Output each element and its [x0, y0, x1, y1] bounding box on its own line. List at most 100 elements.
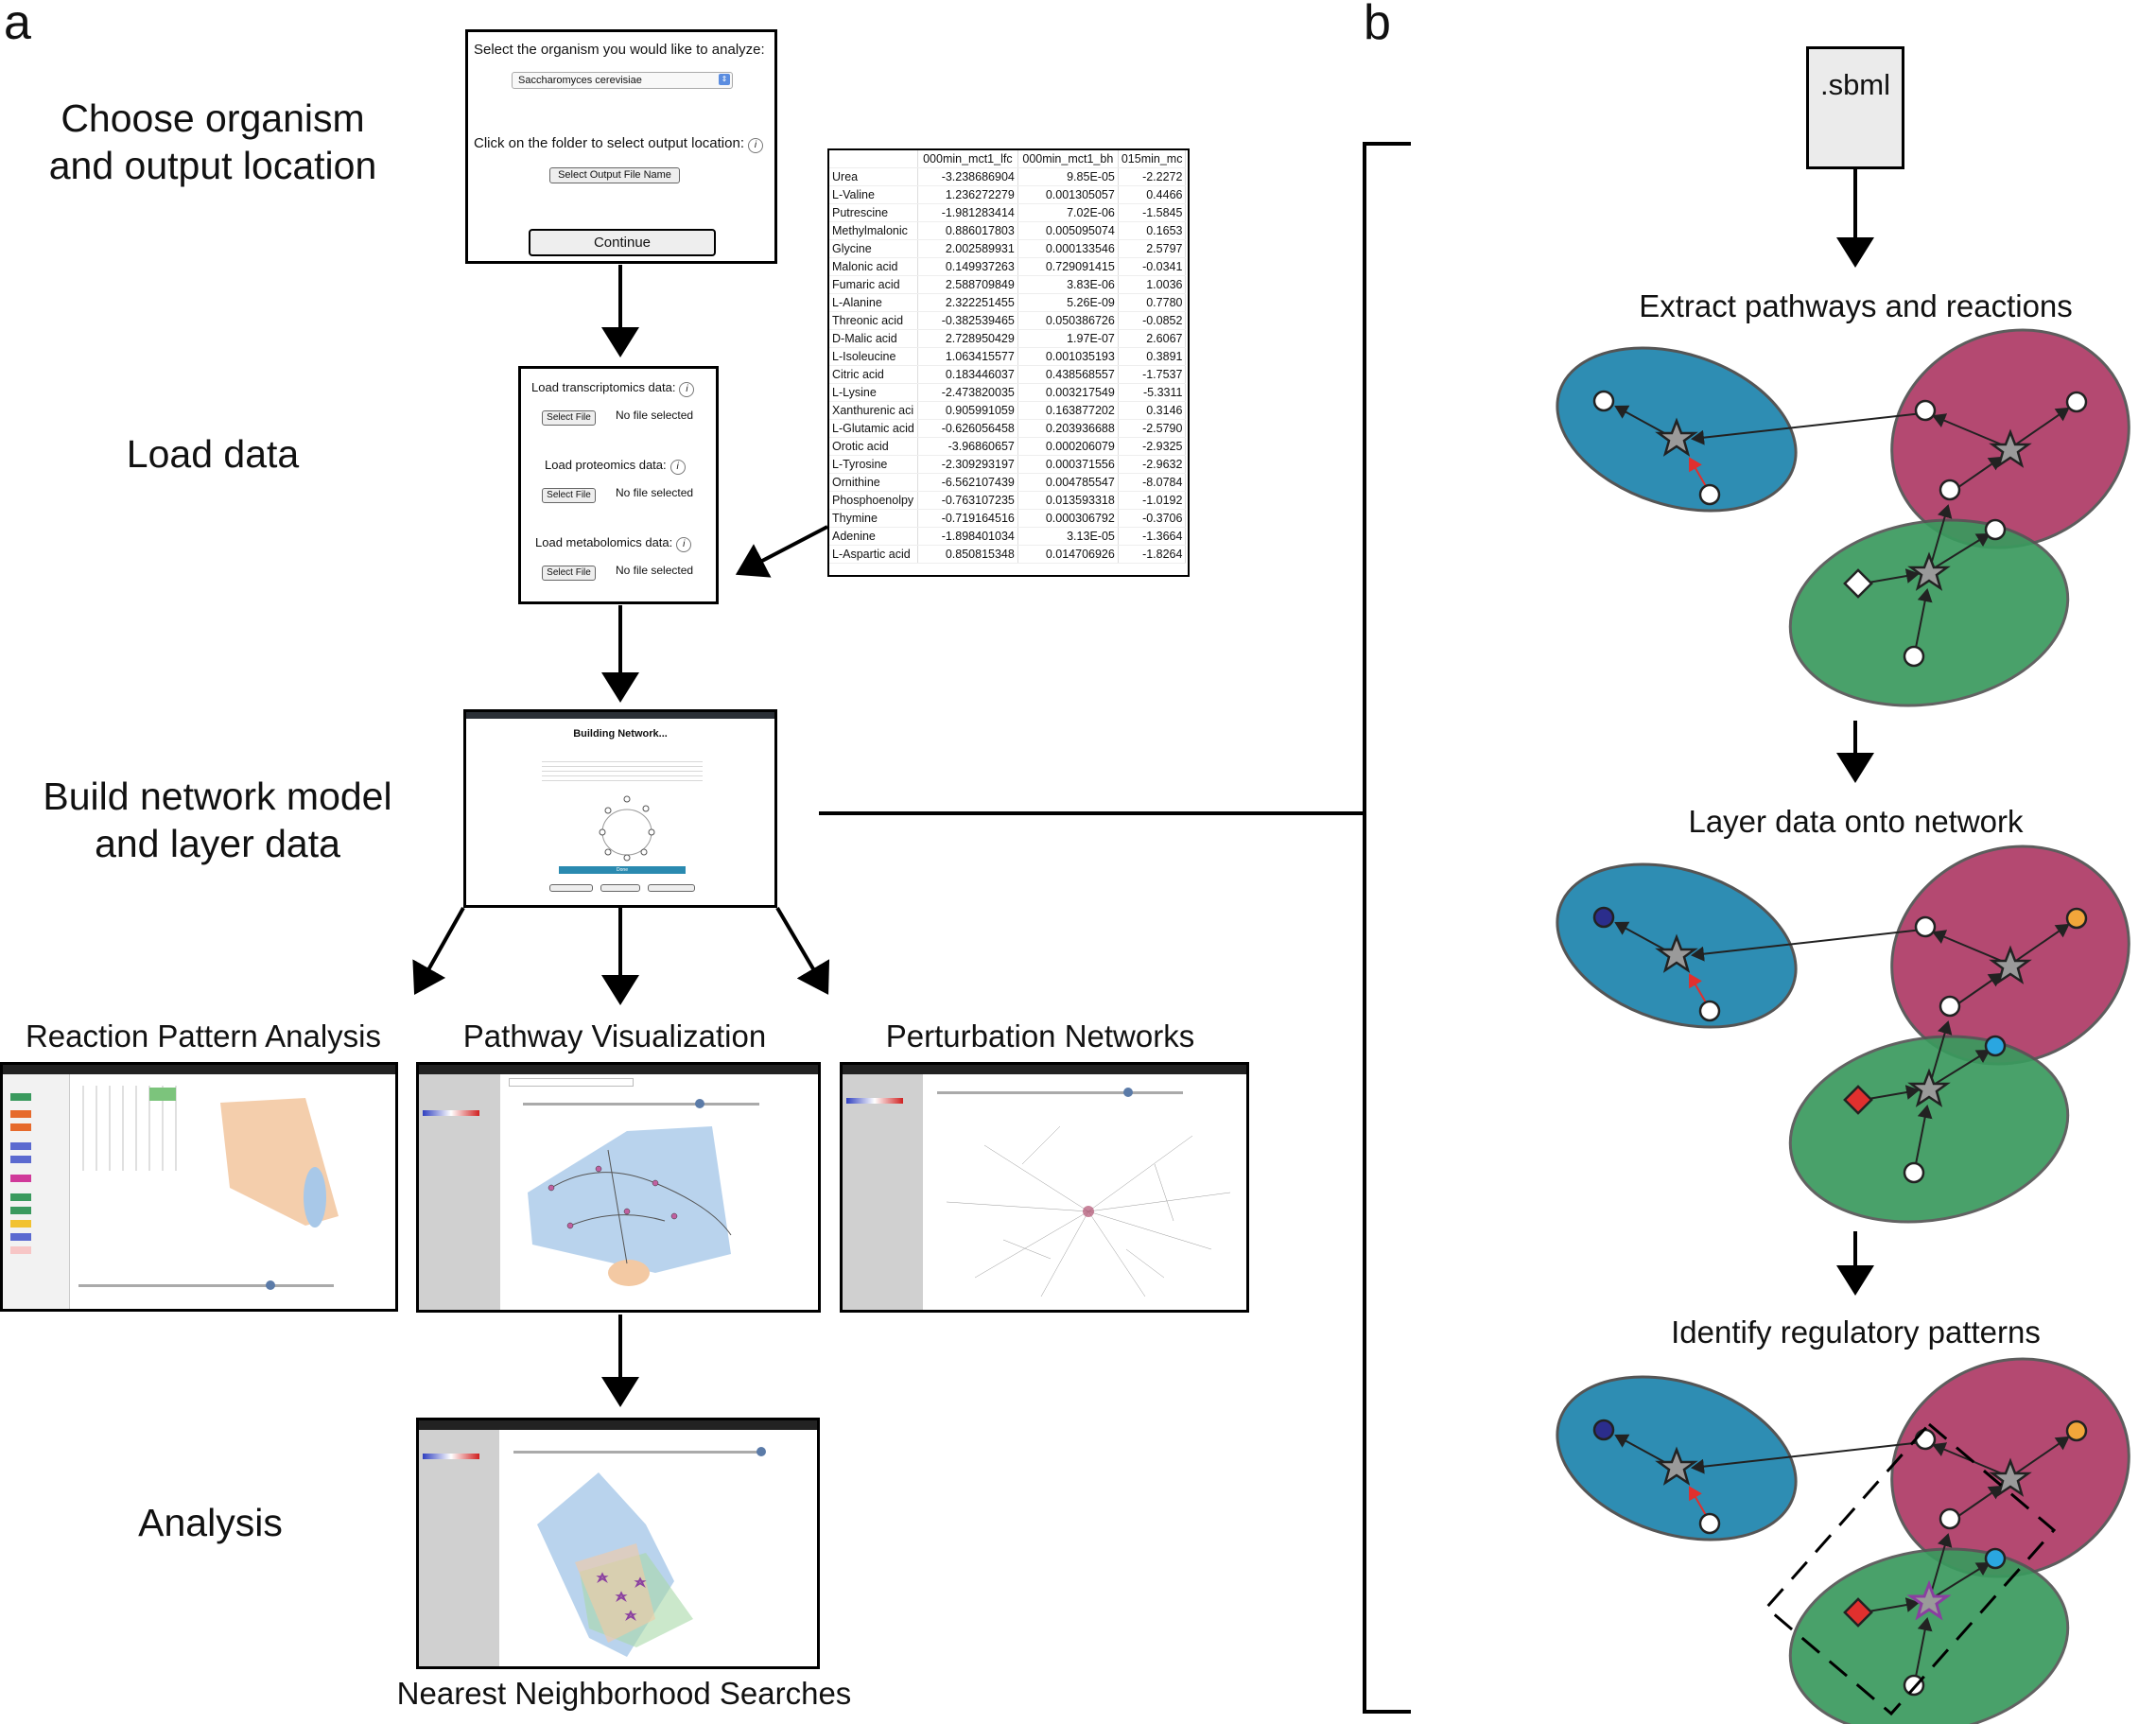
value-cell: 1.0036	[1118, 275, 1187, 294]
continue-button[interactable]: Continue	[529, 229, 716, 256]
build-network-graphic	[599, 795, 655, 862]
value-cell: 0.163877202	[1017, 401, 1119, 420]
value-cell: -5.3311	[1118, 383, 1187, 402]
rpa-screenshot	[0, 1062, 398, 1312]
pathway-selector[interactable]	[509, 1078, 634, 1087]
slider-track[interactable]	[513, 1451, 759, 1454]
sidebar	[843, 1074, 923, 1310]
step-load-label: Load data	[126, 432, 300, 476]
value-cell: 2.588709849	[917, 275, 1018, 294]
metabolite-name-cell: Ornithine	[829, 473, 918, 492]
value-cell: 0.013593318	[1017, 491, 1119, 510]
node	[1903, 645, 1925, 668]
slider-track[interactable]	[78, 1284, 334, 1287]
perturbation-screenshot	[840, 1062, 1249, 1313]
pathway-network	[528, 1126, 732, 1286]
value-cell: -3.96860657	[917, 437, 1018, 456]
select-file-button[interactable]: Select File	[542, 566, 596, 581]
network-stage-2	[1537, 808, 2156, 1243]
metabolite-name-cell: Glycine	[829, 239, 918, 258]
value-cell: 2.5797	[1118, 239, 1187, 258]
organism-select-value: Saccharomyces cerevisiae	[518, 75, 642, 86]
option-button[interactable]	[600, 884, 640, 892]
option-button[interactable]	[549, 884, 593, 892]
organism-select[interactable]: Saccharomyces cerevisiae ⇕	[512, 72, 733, 89]
highlight-cell	[149, 1088, 176, 1101]
value-cell: 0.203936688	[1017, 419, 1119, 438]
colored-buttons	[10, 1093, 31, 1254]
pathway-hull	[220, 1098, 339, 1228]
table-row: Glycine 2.002589931 0.000133546 2.5797	[829, 239, 1187, 258]
value-cell: -0.3706	[1118, 509, 1187, 528]
value-cell: -1.0192	[1118, 491, 1187, 510]
value-cell: -2.309293197	[917, 455, 1018, 474]
pathway-screenshot	[416, 1062, 821, 1313]
table-row: L-Lysine -2.473820035 0.003217549 -5.3311	[829, 383, 1187, 402]
select-file-button[interactable]: Select File	[542, 410, 596, 426]
metabolite-name-cell: L-Isoleucine	[829, 347, 918, 366]
metabolite-name-cell: L-Glutamic acid	[829, 419, 918, 438]
arrow-build-to-rpa	[412, 907, 465, 995]
value-cell: 0.729091415	[1017, 257, 1119, 276]
value-cell: 0.001305057	[1017, 185, 1119, 204]
value-cell: 0.000206079	[1017, 437, 1119, 456]
slider-handle[interactable]	[695, 1099, 704, 1108]
node	[2065, 391, 2088, 413]
value-cell: 9.85E-05	[1017, 167, 1119, 186]
value-cell: -2.9632	[1118, 455, 1187, 474]
node	[1592, 1419, 1615, 1441]
table-row: L-Isoleucine 1.063415577 0.001035193 0.3891	[829, 347, 1187, 366]
top-nav-bar	[843, 1065, 1246, 1074]
table-row: L-Alanine 2.322251455 5.26E-09 0.7780	[829, 293, 1187, 312]
info-icon[interactable]: i	[748, 138, 763, 153]
info-icon[interactable]: i	[669, 460, 686, 475]
node	[1984, 1035, 2007, 1057]
table-row: Fumaric acid 2.588709849 3.83E-06 1.0036	[829, 275, 1187, 294]
node	[1914, 399, 1937, 422]
load-transcriptomics-row: Load transcriptomics data: i Select File …	[521, 380, 716, 426]
value-cell: -6.562107439	[917, 473, 1018, 492]
metabolite-name-cell: Threonic acid	[829, 311, 918, 330]
info-icon[interactable]: i	[679, 382, 695, 397]
slider-handle[interactable]	[756, 1447, 766, 1456]
network-stage-3	[1537, 1320, 2156, 1724]
select-file-button[interactable]: Select File	[542, 488, 596, 503]
value-cell: 5.26E-09	[1017, 293, 1119, 312]
metabolite-name-cell: Thymine	[829, 509, 918, 528]
node	[1698, 1000, 1721, 1022]
metabolite-name-cell: Methylmalonic	[829, 221, 918, 240]
metabolite-name-cell: L-Valine	[829, 185, 918, 204]
info-icon[interactable]: i	[676, 537, 692, 552]
slider-track[interactable]	[937, 1091, 1183, 1094]
nearest-screenshot	[416, 1418, 820, 1669]
table-row: Methylmalonic 0.886017803 0.005095074 0.165…	[829, 221, 1187, 240]
top-nav-bar	[419, 1065, 818, 1074]
value-cell: 2.322251455	[917, 293, 1018, 312]
table-row: Adenine -1.898401034 3.13E-05 -1.3664	[829, 527, 1187, 546]
chevron-down-icon: ⇕	[719, 74, 730, 85]
load-data-dialog: Load transcriptomics data: i Select File …	[518, 366, 719, 604]
select-output-file-button[interactable]: Select Output File Name	[549, 167, 680, 183]
slider-track[interactable]	[523, 1103, 759, 1106]
slider-handle[interactable]	[266, 1280, 275, 1290]
value-cell: -3.238686904	[917, 167, 1018, 186]
star-node	[1907, 1068, 1951, 1107]
node	[1914, 915, 1937, 938]
value-cell: 0.004785547	[1017, 473, 1119, 492]
option-button[interactable]	[648, 884, 695, 892]
node	[1939, 995, 1961, 1018]
value-cell: -2.2272	[1118, 167, 1187, 186]
top-nav-bar	[466, 712, 774, 719]
metabolite-name-cell: Orotic acid	[829, 437, 918, 456]
value-cell: -0.763107235	[917, 491, 1018, 510]
stage-extract: Extract pathways and reactions	[1639, 288, 2073, 323]
slider-handle[interactable]	[1123, 1088, 1133, 1097]
load-metabolomics-label: Load metabolomics data:	[535, 535, 673, 549]
value-cell: 0.4466	[1118, 185, 1187, 204]
value-cell: -2.473820035	[917, 383, 1018, 402]
top-nav-bar	[419, 1420, 817, 1430]
value-cell: -1.3664	[1118, 527, 1187, 546]
table-row: D-Malic acid 2.728950429 1.97E-07 2.6067	[829, 329, 1187, 348]
metabolite-name-cell: Citric acid	[829, 365, 918, 384]
